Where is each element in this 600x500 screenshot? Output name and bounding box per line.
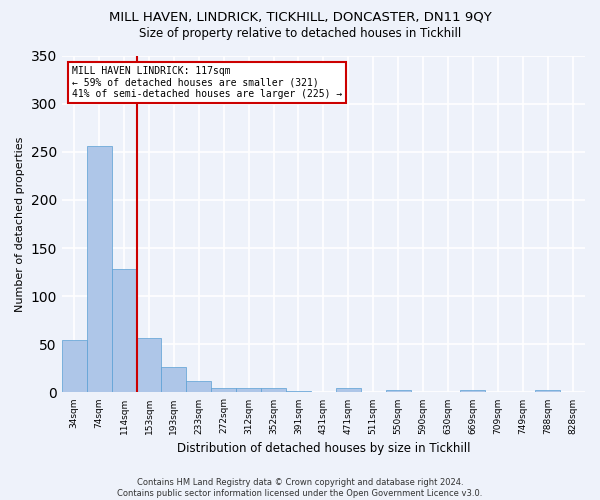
- Bar: [161, 368, 187, 392]
- Bar: [535, 390, 560, 392]
- Text: Size of property relative to detached houses in Tickhill: Size of property relative to detached ho…: [139, 28, 461, 40]
- Bar: [286, 390, 311, 392]
- Bar: [460, 390, 485, 392]
- Bar: [112, 269, 137, 392]
- Bar: [137, 338, 161, 392]
- X-axis label: Distribution of detached houses by size in Tickhill: Distribution of detached houses by size …: [176, 442, 470, 455]
- Y-axis label: Number of detached properties: Number of detached properties: [15, 136, 25, 312]
- Text: Contains HM Land Registry data © Crown copyright and database right 2024.
Contai: Contains HM Land Registry data © Crown c…: [118, 478, 482, 498]
- Text: MILL HAVEN, LINDRICK, TICKHILL, DONCASTER, DN11 9QY: MILL HAVEN, LINDRICK, TICKHILL, DONCASTE…: [109, 10, 491, 23]
- Bar: [336, 388, 361, 392]
- Text: MILL HAVEN LINDRICK: 117sqm
← 59% of detached houses are smaller (321)
41% of se: MILL HAVEN LINDRICK: 117sqm ← 59% of det…: [72, 66, 343, 99]
- Bar: [211, 388, 236, 392]
- Bar: [87, 146, 112, 392]
- Bar: [236, 388, 261, 392]
- Bar: [187, 381, 211, 392]
- Bar: [386, 390, 410, 392]
- Bar: [62, 340, 87, 392]
- Bar: [261, 388, 286, 392]
